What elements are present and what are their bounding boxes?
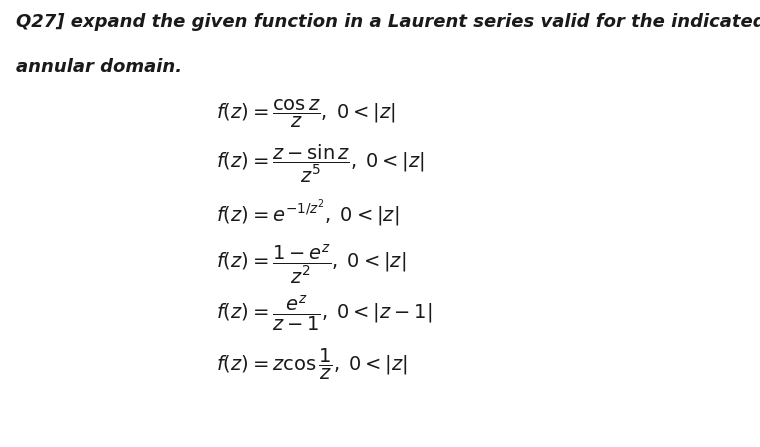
Text: Q27] expand the given function in a Laurent series valid for the indicated: Q27] expand the given function in a Laur… [16, 13, 760, 31]
Text: $f(z) = \dfrac{e^z}{z-1},\; 0 < |z-1|$: $f(z) = \dfrac{e^z}{z-1},\; 0 < |z-1|$ [216, 294, 432, 334]
Text: $f(z) = \dfrac{\cos z}{z},\; 0 < |z|$: $f(z) = \dfrac{\cos z}{z},\; 0 < |z|$ [216, 98, 395, 130]
Text: $f(z) = e^{-1/z^2},\; 0 < |z|$: $f(z) = e^{-1/z^2},\; 0 < |z|$ [216, 199, 399, 229]
Text: $f(z) = z\cos\dfrac{1}{z},\; 0 < |z|$: $f(z) = z\cos\dfrac{1}{z},\; 0 < |z|$ [216, 347, 407, 382]
Text: $f(z) = \dfrac{1 - e^z}{z^2},\; 0 < |z|$: $f(z) = \dfrac{1 - e^z}{z^2},\; 0 < |z|$ [216, 242, 406, 286]
Text: $f(z) = \dfrac{z - \sin z}{z^5},\; 0 < |z|$: $f(z) = \dfrac{z - \sin z}{z^5},\; 0 < |… [216, 143, 424, 186]
Text: annular domain.: annular domain. [16, 58, 182, 76]
